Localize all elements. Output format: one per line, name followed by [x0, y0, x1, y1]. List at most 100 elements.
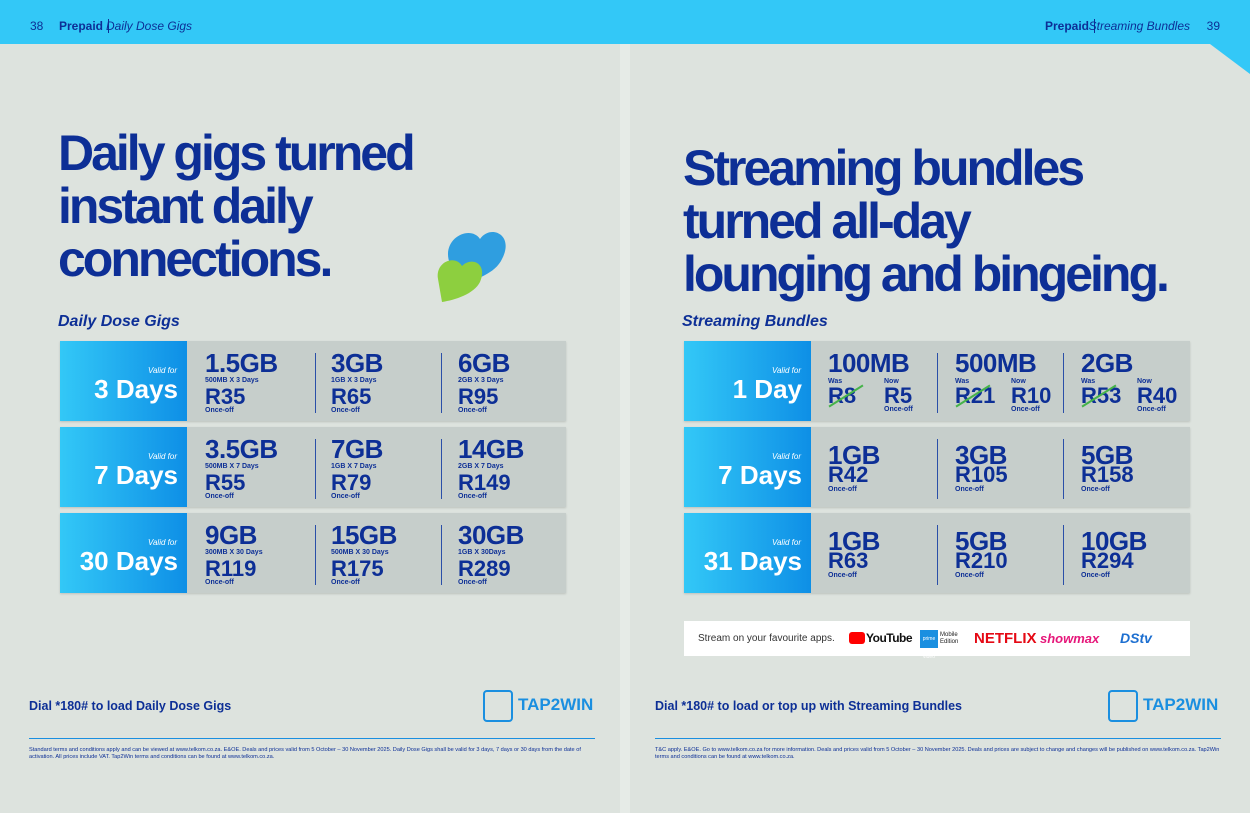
- period: 30 Days: [79, 546, 178, 576]
- section: Prepaid: [1045, 19, 1095, 33]
- youtube-icon: [849, 632, 865, 644]
- dial-text: Dial *180# to load Daily Dose Gigs: [29, 699, 232, 713]
- data-amount: 5GB: [1081, 440, 1133, 470]
- price-note: Once-off: [828, 572, 857, 579]
- now-label: Now: [1137, 378, 1152, 385]
- was-label: Was: [955, 378, 970, 385]
- headline: Daily gigs turned: [58, 125, 416, 181]
- column-divider: [441, 353, 442, 413]
- corner-fold: [1210, 44, 1250, 74]
- price-note: Once-off: [331, 493, 360, 500]
- data-detail: 2GB X 3 Days: [458, 377, 504, 384]
- headline: instant daily: [58, 178, 314, 234]
- valid-label: Valid for: [771, 366, 801, 375]
- was-label: Was: [1081, 378, 1096, 385]
- table-title: Daily Dose Gigs: [58, 313, 180, 330]
- data-amount: 7GB: [331, 434, 383, 464]
- price-note: Once-off: [458, 407, 487, 414]
- subsection: Daily Dose Gigs: [106, 19, 193, 33]
- data-amount: 3GB: [331, 348, 383, 378]
- period-block: [684, 341, 811, 421]
- rule: [655, 738, 1221, 739]
- period: 3 Days: [94, 374, 178, 404]
- valid-label: Valid for: [771, 452, 801, 461]
- column-divider: [1063, 439, 1064, 499]
- data-detail: 300MB X 30 Days: [205, 549, 263, 556]
- headline: turned all-day: [683, 193, 972, 249]
- data-detail: 500MB X 7 Days: [205, 463, 259, 470]
- column-divider: [937, 525, 938, 585]
- apps-text: Stream on your favourite apps.: [698, 633, 835, 644]
- price: R63: [828, 548, 869, 573]
- price: R65: [331, 384, 372, 409]
- column-divider: [1063, 353, 1064, 413]
- page-number: 39: [1206, 19, 1220, 33]
- data-detail: 500MB X 30 Days: [331, 549, 389, 556]
- price-note: Once-off: [205, 493, 234, 500]
- column-divider: [441, 439, 442, 499]
- period-block: [60, 427, 187, 507]
- data-amount: 3.5GB: [205, 434, 278, 464]
- logo-icon: [483, 690, 513, 722]
- price: R289: [458, 556, 511, 581]
- headline: connections.: [58, 231, 333, 287]
- now-label: Now: [884, 378, 899, 385]
- data-detail: 1GB X 7 Days: [331, 463, 377, 470]
- column-divider: [937, 439, 938, 499]
- column-divider: [937, 353, 938, 413]
- was-label: Was: [828, 378, 843, 385]
- period-block: [60, 513, 187, 593]
- data-amount: 9GB: [205, 520, 257, 550]
- price: R210: [955, 548, 1008, 573]
- price-note: Once-off: [1081, 572, 1110, 579]
- app-logo: DStv: [1120, 630, 1152, 646]
- data-amount: 1.5GB: [205, 348, 278, 378]
- column-divider: [1063, 525, 1064, 585]
- column-divider: [315, 353, 316, 413]
- price: R158: [1081, 462, 1134, 487]
- app-logo: NETFLIX: [974, 630, 1037, 647]
- period-block: [684, 513, 811, 593]
- data-amount: 6GB: [458, 348, 510, 378]
- section: Prepaid: [59, 19, 110, 33]
- terms: Standard terms and conditions apply and …: [29, 747, 581, 761]
- price: R175: [331, 556, 384, 581]
- data-amount: 5GB: [955, 526, 1007, 556]
- period: 7 Days: [718, 460, 802, 490]
- logo-icon: [1108, 690, 1138, 722]
- data-amount: 3GB: [955, 440, 1007, 470]
- data-amount: 500MB: [955, 348, 1037, 378]
- price: R294: [1081, 548, 1134, 573]
- page-gutter: [620, 44, 630, 813]
- data-amount: 30GB: [458, 520, 524, 550]
- terms: T&C apply. E&OE. Go to www.telkom.co.za …: [655, 747, 1220, 761]
- price-note: Once-off: [205, 579, 234, 586]
- price: R35: [205, 384, 246, 409]
- dial-text: Dial *180# to load or top up with Stream…: [655, 699, 962, 713]
- data-detail: 2GB X 7 Days: [458, 463, 504, 470]
- price-note: Once-off: [331, 407, 360, 414]
- subsection: Streaming Bundles: [1088, 19, 1190, 33]
- price-note: Once-off: [1011, 406, 1040, 413]
- table-title: Streaming Bundles: [682, 313, 828, 330]
- rule: [29, 738, 595, 739]
- price: R149: [458, 470, 511, 495]
- price-note: Once-off: [458, 493, 487, 500]
- column-divider: [315, 525, 316, 585]
- data-amount: 10GB: [1081, 526, 1147, 556]
- period-block: [684, 427, 811, 507]
- price-note: Once-off: [1081, 486, 1110, 493]
- now-price: R10: [1011, 383, 1052, 408]
- valid-label: Valid for: [771, 538, 801, 547]
- price-note: Once-off: [458, 579, 487, 586]
- column-divider: [441, 525, 442, 585]
- period-block: [60, 341, 187, 421]
- column-divider: [315, 439, 316, 499]
- app-logo: showmax: [1040, 631, 1100, 646]
- data-amount: 100MB: [828, 348, 910, 378]
- price: R79: [331, 470, 372, 495]
- app-logo: Mobile Edition: [940, 632, 959, 645]
- headline: Streaming bundles: [683, 140, 1085, 196]
- page-number: 38: [30, 19, 44, 33]
